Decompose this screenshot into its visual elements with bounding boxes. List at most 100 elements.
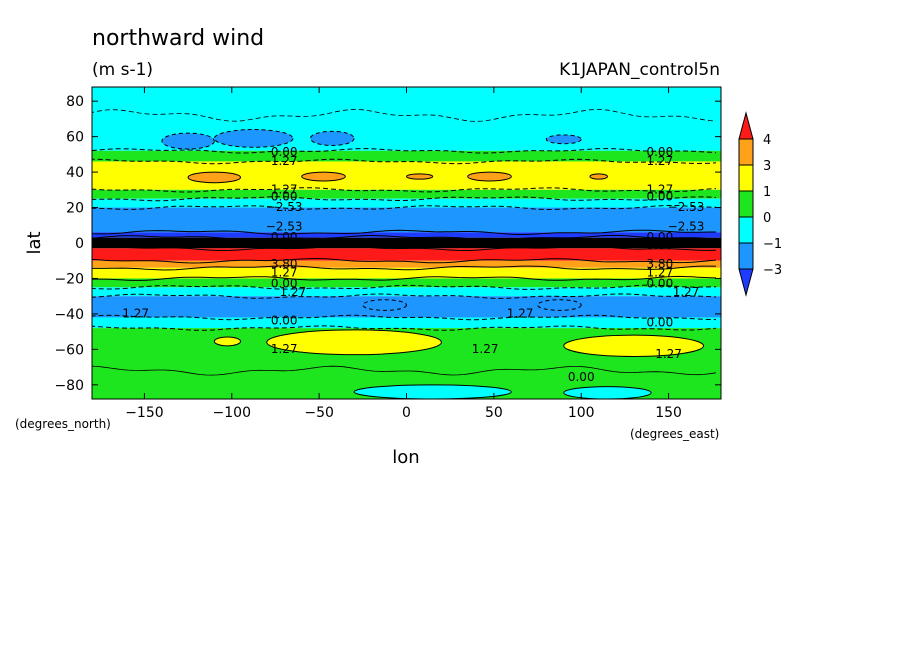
contour-label: 3.80	[646, 237, 673, 251]
run-label: K1JAPAN_control5n	[559, 60, 720, 80]
y-tick-label: −20	[54, 271, 84, 287]
contour-label: 3.80	[271, 257, 298, 271]
isoline-9	[91, 257, 717, 264]
chart-title: northward wind	[92, 26, 264, 51]
band-4	[92, 198, 721, 208]
patch-10	[537, 299, 582, 311]
colorbar-segment	[738, 138, 754, 166]
y-tick-label: −60	[54, 342, 84, 358]
y-tick-label: 20	[66, 201, 84, 217]
x-tick-label: −150	[125, 405, 163, 421]
isoline-3	[91, 187, 717, 193]
y-axis-unit: (degrees_north)	[15, 417, 111, 431]
band-12	[92, 287, 721, 297]
y-tick-label: 60	[66, 130, 84, 146]
contour-label: 0.00	[271, 314, 298, 328]
isoline-2	[91, 158, 717, 165]
y-tick-label: 40	[66, 165, 84, 181]
x-axis-label: lon	[392, 447, 419, 468]
patch-1	[213, 129, 294, 148]
band-8	[92, 248, 721, 261]
patch-9	[362, 299, 408, 311]
contour-label: 3.80	[271, 237, 298, 251]
contour-label: 1.27	[646, 182, 673, 196]
patch-12	[563, 334, 705, 357]
patch-4	[187, 171, 242, 184]
contour-label: 1.27	[271, 182, 298, 196]
isoline-14	[91, 314, 717, 321]
isoline-8	[91, 245, 717, 251]
contour-label: 1.27	[280, 285, 307, 299]
contour-label: 0.00	[646, 189, 673, 203]
isoline-13	[91, 293, 717, 299]
band-14	[92, 317, 721, 329]
patch-7	[467, 171, 512, 182]
colorbar: 4 3 1 0 −1 −3	[738, 111, 782, 297]
contour-label: 0.00	[271, 145, 298, 159]
contour-label: 0.00	[646, 145, 673, 159]
chart-subtitle: (m s-1)	[92, 60, 153, 80]
contour-label: 1.27	[655, 347, 682, 361]
isoline-15	[91, 325, 717, 331]
y-axis-label: lat	[24, 231, 45, 254]
patch-8	[589, 173, 608, 180]
colorbar-bottom-arrow	[738, 268, 754, 297]
colorbar-label: 3	[763, 159, 771, 174]
colorbar-label: −1	[763, 237, 782, 252]
colorbar-segment	[738, 242, 754, 270]
x-tick-label: 100	[568, 405, 595, 421]
colorbar-label: 4	[763, 133, 771, 148]
contour-label: −2.53	[668, 220, 705, 234]
band-1	[92, 150, 721, 162]
contour-label: 0.00	[568, 370, 595, 384]
band-5	[92, 207, 721, 233]
contour-label: 1.27	[646, 266, 673, 280]
colorbar-label: −3	[763, 263, 782, 278]
band-3	[92, 189, 721, 199]
contour-label: 1.27	[472, 342, 499, 356]
band-11	[92, 278, 721, 288]
x-tick-label: −50	[304, 405, 334, 421]
contour-label: 1.27	[271, 342, 298, 356]
isoline-7	[91, 234, 717, 241]
colorbar-segment	[738, 190, 754, 218]
y-tick-label: 80	[66, 94, 84, 110]
contour-label: 0.00	[646, 315, 673, 329]
isoline-11	[91, 275, 717, 281]
x-axis-unit: (degrees_east)	[630, 427, 719, 441]
x-tick-label: 50	[485, 405, 503, 421]
colorbar-top-arrow	[738, 111, 754, 140]
isoline-6	[91, 229, 716, 235]
isoline-polar-north	[91, 108, 717, 122]
patch-11	[266, 329, 442, 356]
contour-label: 0.00	[271, 276, 298, 290]
isoline-4	[91, 196, 717, 202]
band-7	[92, 237, 721, 249]
colorbar-label: 1	[763, 185, 771, 200]
contour-label: 1.27	[507, 306, 534, 320]
x-axis-ticks: −150 −100 −50 0 50 100 150	[125, 87, 682, 421]
x-tick-label: −100	[213, 405, 251, 421]
contour-lines	[91, 108, 717, 376]
isoline-12	[91, 284, 717, 290]
y-tick-label: 0	[75, 236, 84, 252]
patch-13	[213, 336, 242, 347]
patch-14	[353, 384, 512, 400]
contour-label: 1.27	[271, 266, 298, 280]
isoline-10	[91, 265, 717, 271]
contour-label: −2.53	[266, 200, 303, 214]
contour-label: 0.00	[271, 230, 298, 244]
y-tick-label: −40	[54, 307, 84, 323]
colorbar-label: 0	[763, 211, 771, 226]
contour-label: 1.27	[271, 154, 298, 168]
patch-5	[301, 171, 346, 182]
patch-0	[161, 132, 215, 150]
isoline-1	[91, 148, 717, 154]
contour-label: 0.00	[646, 230, 673, 244]
contour-label: 1.27	[122, 306, 149, 320]
patch-2	[309, 130, 355, 146]
contour-label: 3.80	[646, 257, 673, 271]
contour-label: 1.27	[646, 154, 673, 168]
